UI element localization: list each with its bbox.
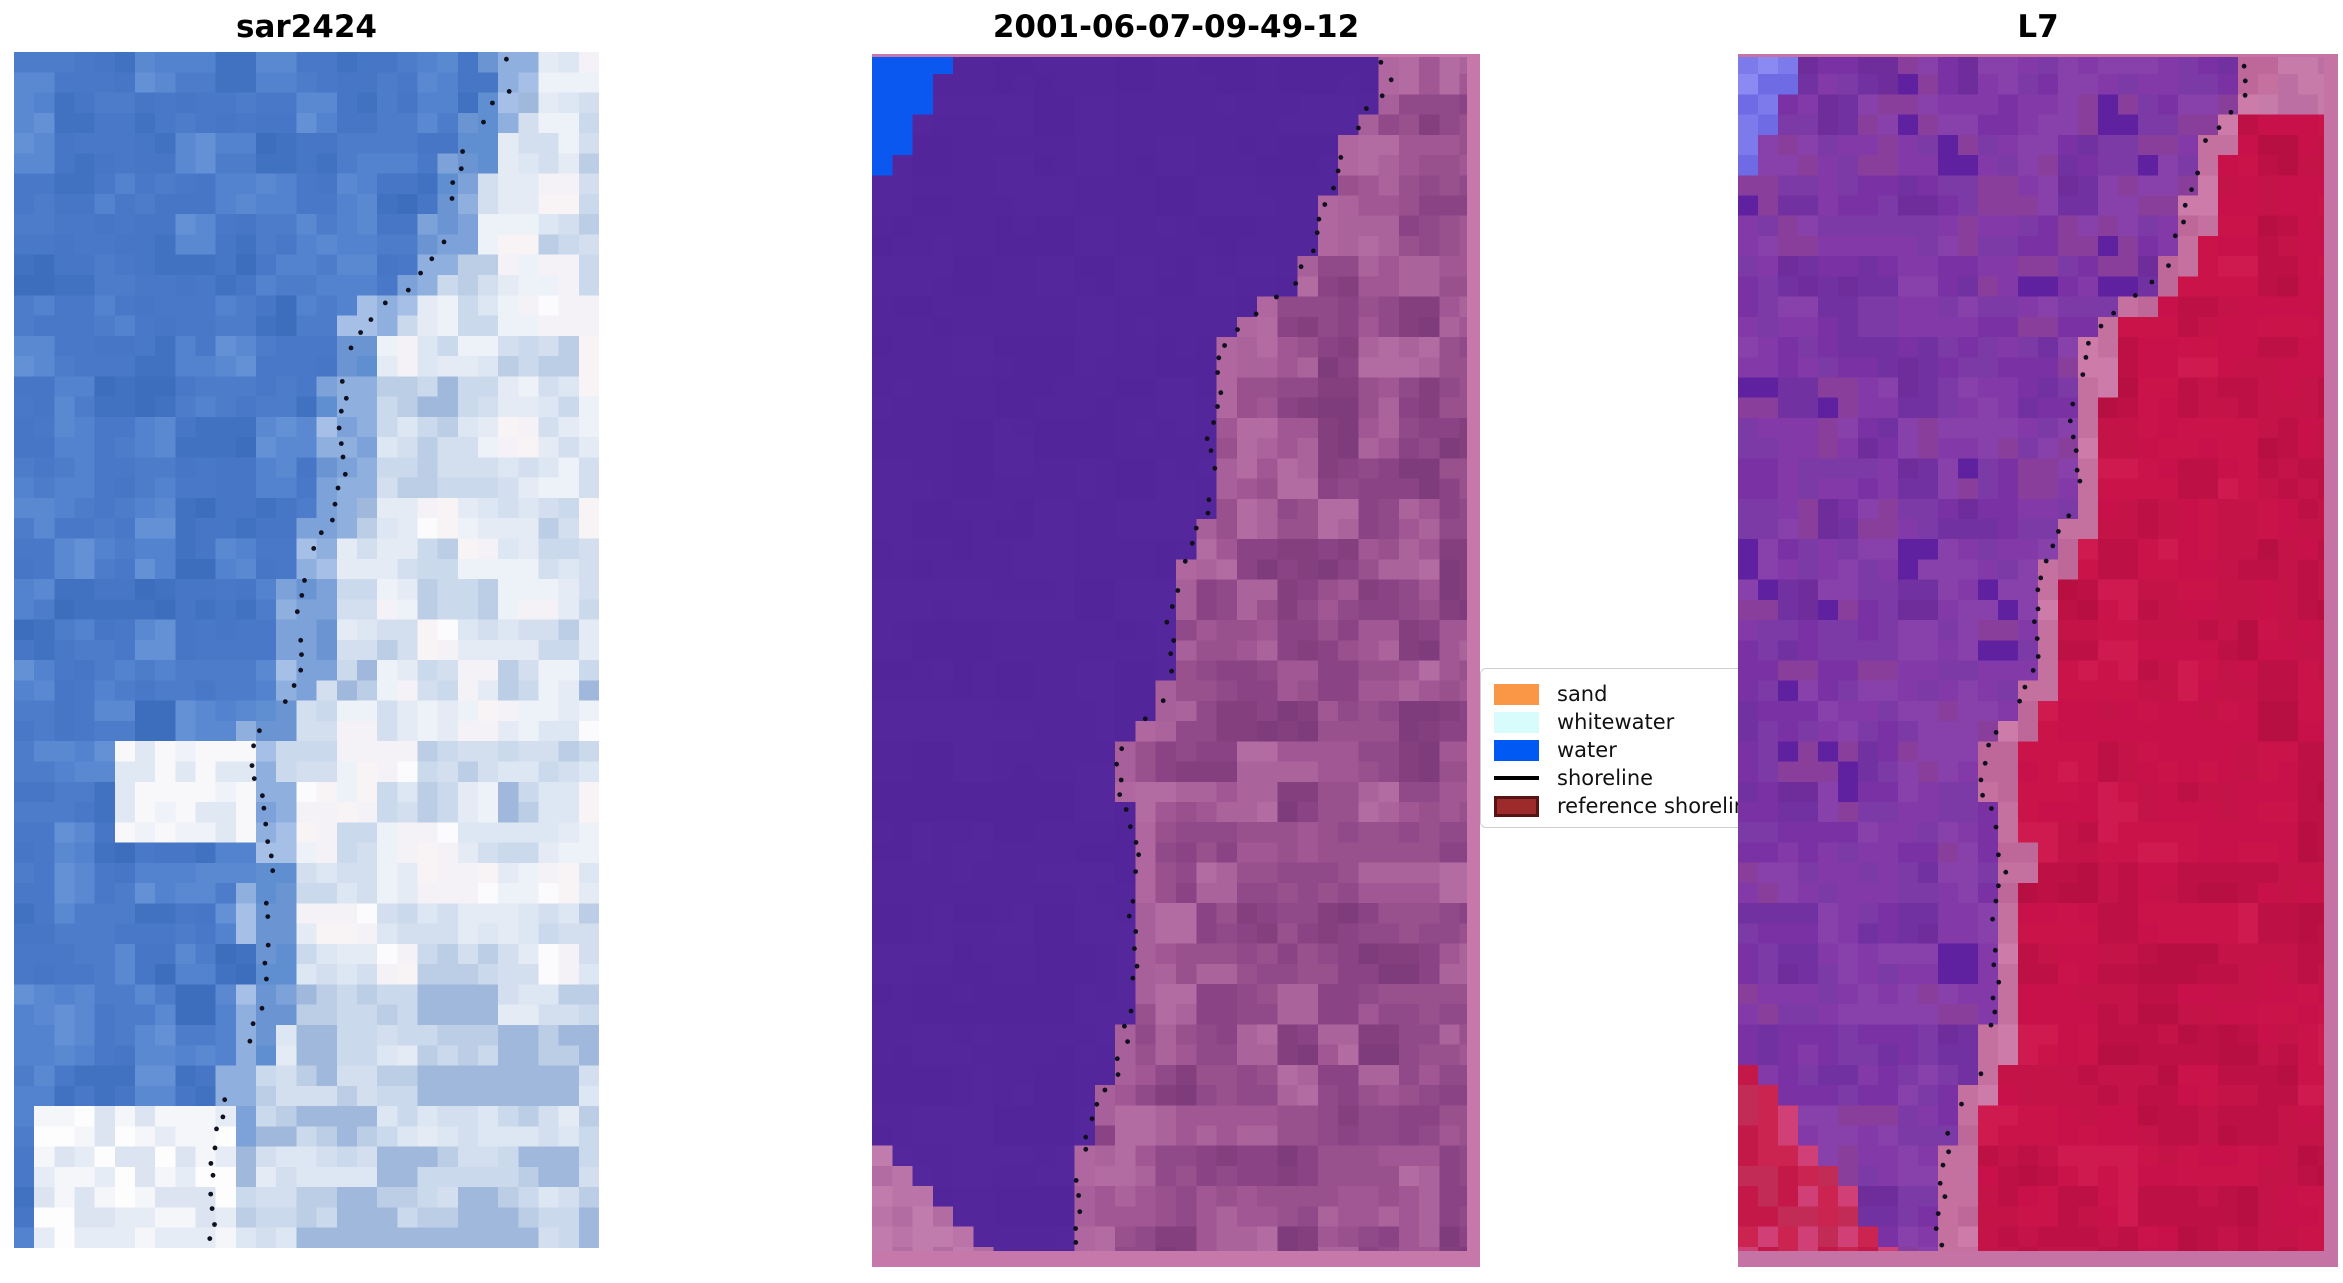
sar-image [14, 52, 599, 1248]
legend-label-shoreline: shoreline [1557, 766, 1654, 790]
whitewater-swatch [1494, 711, 1539, 733]
legend-item-water: water [1494, 736, 1751, 764]
legend-item-reference-shoreline: reference shoreline [1494, 792, 1760, 820]
legend: sand whitewater water shoreline referenc… [1480, 668, 1760, 828]
panel-title-l7: L7 [2017, 9, 2059, 45]
shoreline-swatch [1494, 776, 1539, 780]
panel-title-date: 2001-06-07-09-49-12 [992, 9, 1360, 45]
shoreline-overlay [207, 56, 512, 1241]
shoreline-overlay [872, 54, 1480, 1267]
l7-image [1738, 54, 2338, 1267]
panel-sar2424 [14, 52, 599, 1248]
legend-item-shoreline: shoreline [1494, 764, 1751, 792]
reference-shoreline-swatch [1494, 795, 1539, 817]
panel-title-sar2424: sar2424 [236, 9, 377, 45]
legend-item-sand: sand [1494, 680, 1751, 708]
legend-label-water: water [1557, 738, 1617, 762]
legend-item-whitewater: whitewater [1494, 708, 1751, 736]
classified-image [872, 54, 1480, 1267]
water-swatch [1494, 739, 1539, 761]
sand-swatch [1494, 683, 1539, 705]
panel-l7 [1738, 54, 2338, 1267]
legend-label-reference-shoreline: reference shoreline [1557, 794, 1761, 818]
legend-label-sand: sand [1557, 682, 1608, 706]
panel-classified [872, 54, 1480, 1267]
shoreline-overlay [1738, 54, 2338, 1267]
legend-label-whitewater: whitewater [1557, 710, 1675, 734]
